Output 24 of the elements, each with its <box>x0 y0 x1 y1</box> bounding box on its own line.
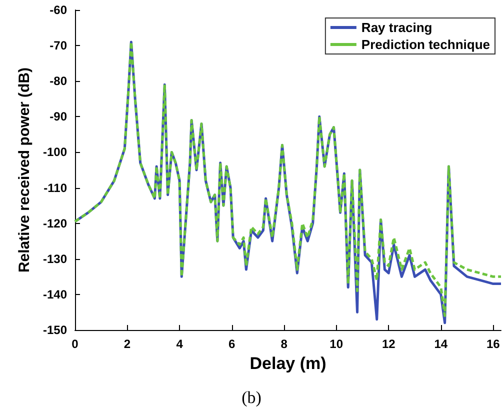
legend-label: Ray tracing <box>361 20 432 35</box>
text: (b) <box>242 388 262 407</box>
x-tick-label: 4 <box>176 337 184 351</box>
y-tick-label: -130 <box>42 252 68 266</box>
x-tick-label: 0 <box>72 337 79 351</box>
x-tick-label: 8 <box>280 337 288 351</box>
y-tick-label: -70 <box>50 38 68 53</box>
x-tick-label: 2 <box>124 337 131 351</box>
x-tick-label: 16 <box>486 337 500 351</box>
y-tick-label: -90 <box>50 110 68 124</box>
y-tick-label: -80 <box>50 74 68 88</box>
y-tick-label: -110 <box>44 180 68 195</box>
y-tick-label: -60 <box>50 3 68 17</box>
x-tick-label: 6 <box>228 337 236 351</box>
x-axis-title: Delay (m) <box>250 354 326 373</box>
x-tick-label: 10 <box>330 337 344 351</box>
x-tick-label: 12 <box>382 337 396 351</box>
y-tick-label: -150 <box>42 323 68 337</box>
y-axis-title: Relative received power (dB) <box>16 67 34 273</box>
y-tick-label: -140 <box>42 287 68 302</box>
legend-label: Prediction technique <box>361 37 490 52</box>
y-tick-label: -100 <box>42 145 68 160</box>
x-tick-label: 14 <box>434 337 448 351</box>
y-tick-label: -120 <box>42 216 68 230</box>
